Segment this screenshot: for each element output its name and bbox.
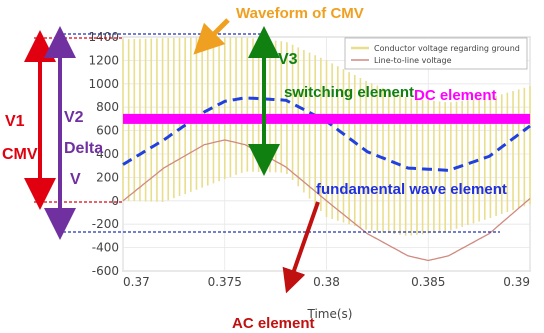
waveform-pointer-arrow <box>193 18 230 55</box>
y-tick-label: -600 <box>92 264 119 278</box>
switching-element-label: switching element <box>284 84 414 101</box>
v-label: V <box>70 171 81 188</box>
x-axis-ticks: 0.37 0.375 0.38 0.385 0.39 <box>123 275 530 289</box>
y-tick-label: 600 <box>96 124 119 138</box>
x-tick-label: 0.38 <box>313 275 340 289</box>
dc-element-band <box>123 113 530 124</box>
legend-box <box>344 37 528 70</box>
legend-label-line-to-line: Line-to-line voltage <box>374 56 452 65</box>
legend-label-conductor: Conductor voltage regarding ground <box>374 44 520 53</box>
y-tick-label: 800 <box>96 100 119 114</box>
y-axis-ticks: -600 -400 -200 0 200 400 600 800 1000 1200 1400 <box>88 30 119 278</box>
y-tick-label: -200 <box>92 217 119 231</box>
ac-element-label: AC element <box>232 315 315 332</box>
line-to-line-voltage-series <box>122 139 531 262</box>
x-tick-label: 0.375 <box>208 275 242 289</box>
waveform-of-cmv-label: Waveform of CMV <box>236 5 364 22</box>
v1-label: V1 <box>5 113 25 130</box>
ac-element-pointer-arrow <box>282 201 320 294</box>
y-tick-label: 200 <box>96 170 119 184</box>
x-tick-label: 0.385 <box>411 275 445 289</box>
y-tick-label: 0 <box>111 194 119 208</box>
y-tick-label: -400 <box>92 241 119 255</box>
cmv-label: CMV <box>2 146 38 163</box>
y-tick-label: 1000 <box>88 77 119 91</box>
dc-element-label: DC element <box>414 87 497 104</box>
y-tick-label: 1400 <box>88 30 119 44</box>
y-tick-label: 400 <box>96 147 119 161</box>
legend: Conductor voltage regarding ground Line-… <box>344 37 528 70</box>
v3-label: V3 <box>278 51 298 68</box>
v2-label: V2 <box>64 109 84 126</box>
y-tick-label: 1200 <box>88 53 119 67</box>
delta-label: Delta <box>64 140 103 157</box>
fundamental-wave-element-label: fundamental wave element <box>316 181 507 198</box>
x-tick-label: 0.39 <box>503 275 530 289</box>
x-axis-label: Time(s) <box>307 307 353 321</box>
x-tick-label: 0.37 <box>123 275 150 289</box>
